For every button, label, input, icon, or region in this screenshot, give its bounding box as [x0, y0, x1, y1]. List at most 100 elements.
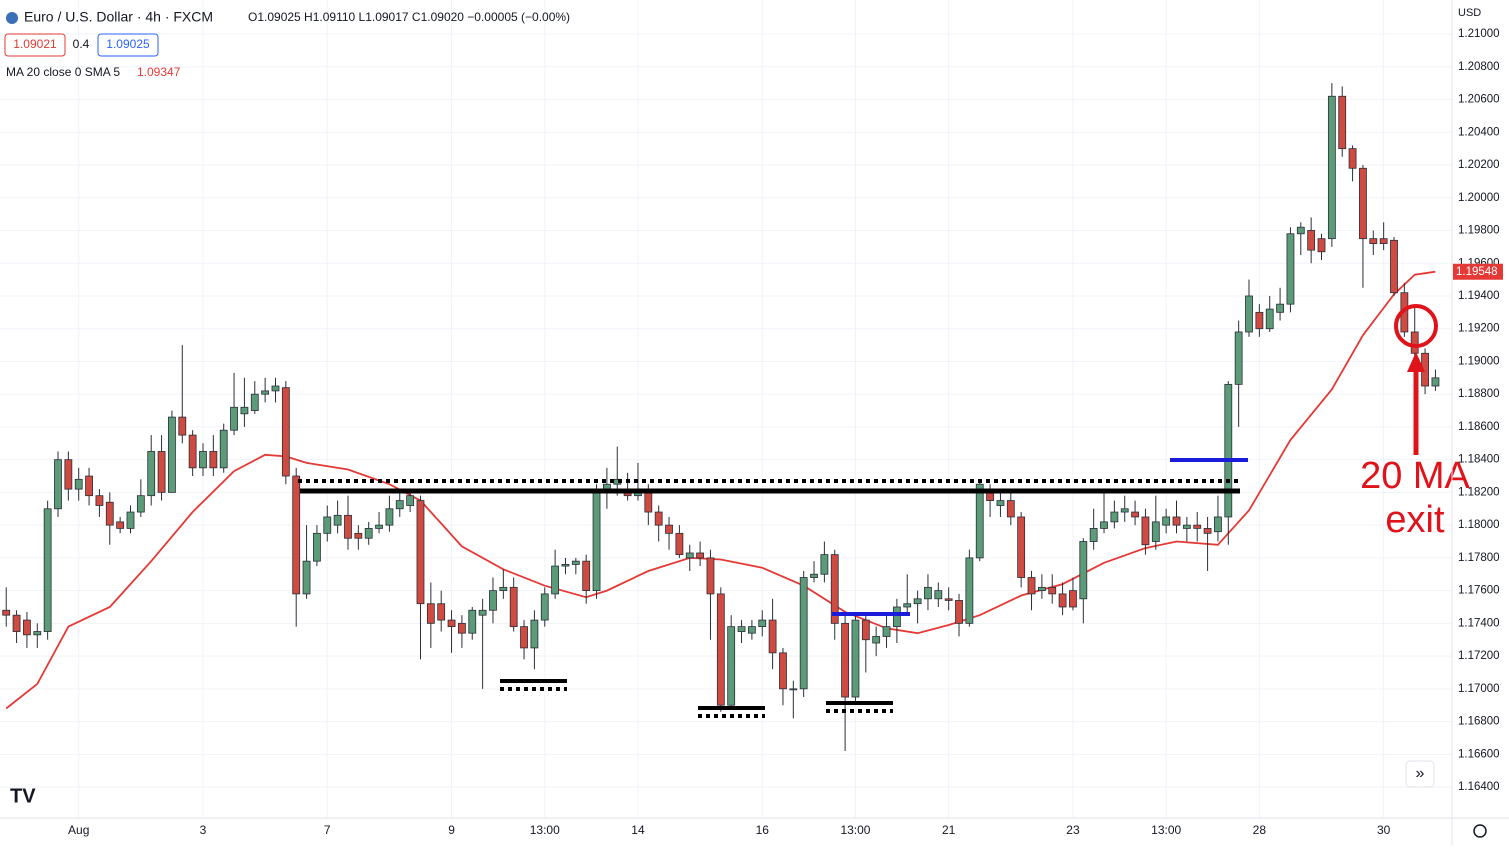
- price-label: 1.19548: [1456, 266, 1498, 278]
- candle-body: [354, 532, 363, 539]
- y-tick-label: 1.19200: [1458, 323, 1500, 335]
- candle-body: [1120, 508, 1129, 513]
- candle-body: [271, 385, 280, 392]
- y-tick-label: 1.18800: [1458, 388, 1500, 400]
- candle-body: [1296, 226, 1305, 235]
- candle-body: [375, 524, 383, 529]
- candle-body: [240, 406, 249, 415]
- y-tick-label: 1.17400: [1458, 617, 1500, 629]
- candle-body: [458, 622, 466, 634]
- price-label-box: [1453, 263, 1503, 280]
- candle-body: [1224, 383, 1233, 518]
- axes: 1.16400 1.16600 1.16800 1.17000 1.17200 1.174…: [68, 28, 1503, 837]
- candle-body: [737, 626, 746, 632]
- candle-body: [199, 451, 207, 469]
- grid: [0, 0, 1452, 818]
- ask-box[interactable]: [97, 33, 159, 57]
- candle-body: [1265, 308, 1274, 330]
- candle-body: [126, 511, 135, 529]
- candle-body: [1286, 233, 1295, 305]
- candle-body: [509, 586, 518, 628]
- y-tick-label: 1.16600: [1458, 748, 1500, 760]
- scroll-button[interactable]: [1405, 760, 1435, 788]
- candle-body: [219, 429, 228, 469]
- bid: 1.09021: [13, 37, 57, 51]
- candle-body: [364, 528, 373, 539]
- candle-body: [934, 590, 943, 600]
- candle-body: [1255, 311, 1264, 330]
- y-tick-label: 1.17000: [1458, 683, 1500, 695]
- candle-body: [654, 511, 663, 526]
- candle-body: [520, 626, 528, 649]
- candle-body: [1141, 516, 1150, 546]
- y-tick-label: 1.20200: [1458, 159, 1500, 171]
- currency[interactable]: USD: [1458, 7, 1481, 19]
- x-tick-label: 3: [200, 823, 207, 837]
- candle-body: [861, 619, 870, 641]
- candle-body: [33, 631, 42, 636]
- candle-body: [426, 603, 435, 624]
- candle-body: [996, 500, 1005, 506]
- candle-body: [571, 560, 580, 565]
- candle-body: [136, 495, 145, 513]
- candle-body: [85, 475, 93, 497]
- candle-body: [561, 564, 570, 567]
- x-tick-label: 21: [942, 823, 956, 837]
- candle-body: [292, 475, 301, 595]
- candle-body: [478, 609, 487, 616]
- candle-body: [1317, 238, 1326, 253]
- x-tick-label: 14: [631, 823, 645, 837]
- candle-body: [1037, 586, 1046, 592]
- candle-body: [23, 619, 31, 636]
- candles: [2, 83, 1440, 752]
- candle-body: [261, 390, 270, 395]
- logo: TV: [10, 785, 36, 807]
- x-tick-label: 13:00: [1151, 823, 1181, 837]
- candle-body: [178, 416, 187, 436]
- candle-body: [1048, 586, 1057, 595]
- candle-body: [758, 619, 767, 628]
- y-tick-label: 1.16400: [1458, 781, 1500, 793]
- candle-body: [1431, 377, 1440, 387]
- ask: 1.09025: [106, 37, 150, 51]
- symbol-icon: [6, 12, 18, 24]
- candle-body: [1245, 295, 1253, 333]
- candle-body: [43, 508, 52, 632]
- candle-body: [747, 626, 756, 634]
- y-tick-label: 1.20400: [1458, 126, 1500, 138]
- candle-body: [789, 688, 798, 691]
- candle-body: [1234, 331, 1243, 385]
- x-tick-label: 13:00: [530, 823, 560, 837]
- candle-body: [892, 606, 901, 628]
- candle-body: [281, 387, 290, 477]
- scroll-icon: »: [1416, 765, 1425, 782]
- candle-body: [489, 590, 497, 611]
- candle-body: [799, 577, 808, 690]
- y-tick-label: 1.17800: [1458, 552, 1500, 564]
- settings-icon[interactable]: [1473, 824, 1487, 838]
- candle-body: [302, 560, 311, 595]
- candle-body: [230, 406, 238, 431]
- bid-box[interactable]: [4, 33, 66, 57]
- x-tick-label: 23: [1066, 823, 1080, 837]
- candle-body: [685, 552, 694, 559]
- y-tick-label: 1.19000: [1458, 355, 1500, 367]
- candle-body: [64, 459, 73, 490]
- x-tick-label: 9: [448, 823, 455, 837]
- x-tick-label: 30: [1377, 823, 1391, 837]
- candle-body: [1027, 577, 1036, 595]
- candle-body: [1203, 528, 1212, 534]
- exit-circle: [1394, 304, 1438, 348]
- candle-body: [665, 524, 673, 534]
- candle-body: [250, 393, 259, 411]
- ohlc-values: O1.09025 H1.09110 L1.09017 C1.09020 −0.0…: [248, 10, 570, 24]
- y-tick-label: 1.19400: [1458, 290, 1500, 302]
- candle-body: [74, 478, 83, 490]
- y-tick-label: 1.20600: [1458, 94, 1500, 106]
- candle-body: [416, 500, 425, 605]
- candle-body: [406, 495, 415, 506]
- y-tick-label: 1.18600: [1458, 421, 1500, 433]
- candle-body: [841, 622, 850, 698]
